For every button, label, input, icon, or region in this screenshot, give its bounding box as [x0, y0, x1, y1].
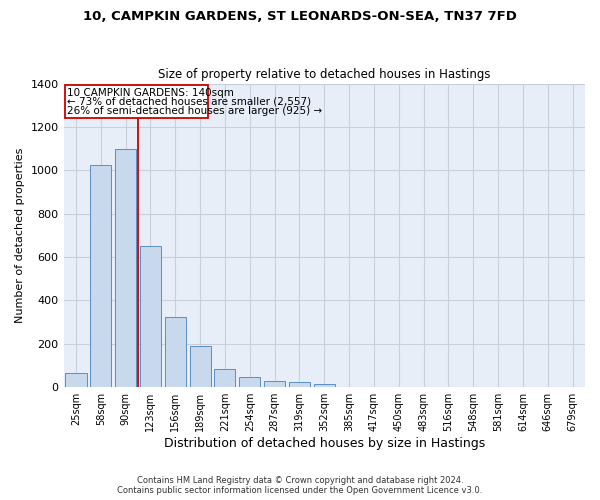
Bar: [214, 369, 235, 387]
Bar: [65, 373, 86, 387]
Bar: [239, 377, 260, 387]
Text: ← 73% of detached houses are smaller (2,557): ← 73% of detached houses are smaller (2,…: [67, 97, 311, 107]
Y-axis label: Number of detached properties: Number of detached properties: [15, 148, 25, 323]
Text: Contains HM Land Registry data © Crown copyright and database right 2024.
Contai: Contains HM Land Registry data © Crown c…: [118, 476, 482, 495]
Bar: [190, 346, 211, 387]
Bar: [115, 148, 136, 387]
Title: Size of property relative to detached houses in Hastings: Size of property relative to detached ho…: [158, 68, 491, 81]
Bar: [165, 316, 186, 387]
Text: 26% of semi-detached houses are larger (925) →: 26% of semi-detached houses are larger (…: [67, 106, 322, 117]
X-axis label: Distribution of detached houses by size in Hastings: Distribution of detached houses by size …: [164, 437, 485, 450]
Text: 10 CAMPKIN GARDENS: 140sqm: 10 CAMPKIN GARDENS: 140sqm: [67, 88, 234, 98]
Bar: [314, 384, 335, 387]
Bar: [90, 165, 112, 387]
Bar: [140, 246, 161, 387]
Bar: [289, 382, 310, 387]
Text: 10, CAMPKIN GARDENS, ST LEONARDS-ON-SEA, TN37 7FD: 10, CAMPKIN GARDENS, ST LEONARDS-ON-SEA,…: [83, 10, 517, 23]
Bar: [264, 380, 285, 387]
Bar: [65, 84, 208, 118]
